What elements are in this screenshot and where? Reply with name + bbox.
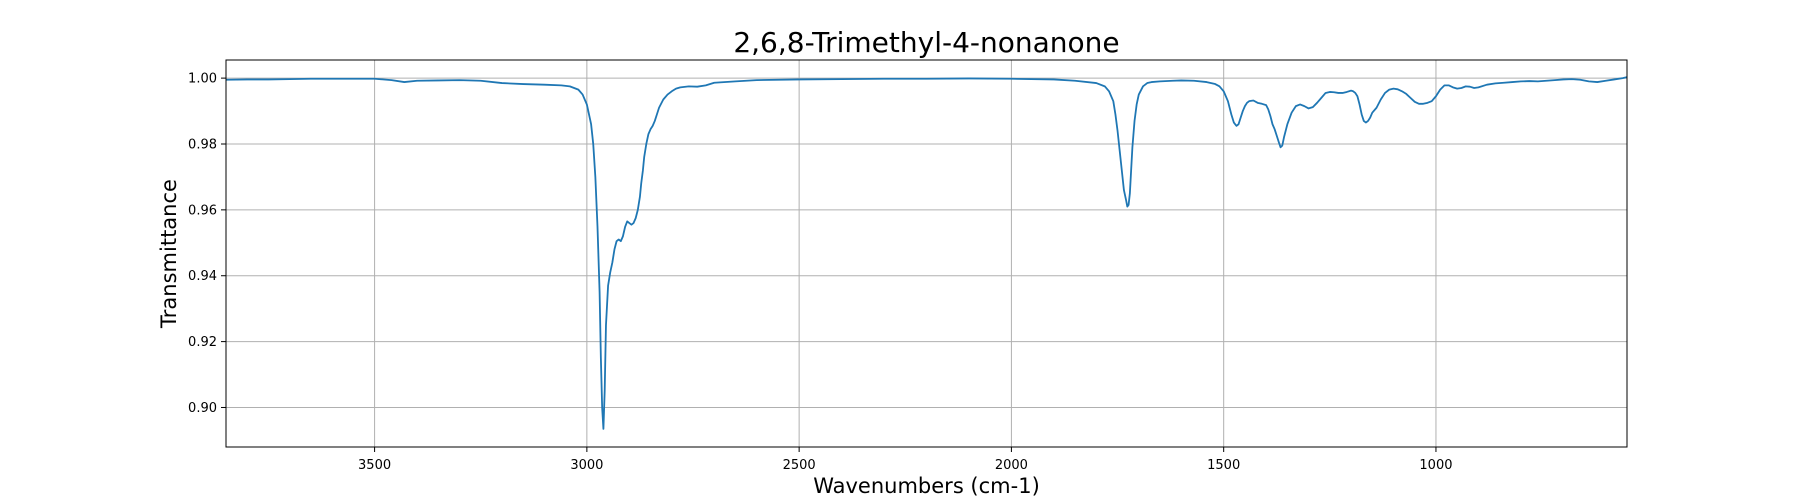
x-tick-label: 3000: [570, 458, 603, 473]
x-tick-label: 3500: [358, 458, 391, 473]
x-tick-label: 1000: [1419, 458, 1452, 473]
axis-ticks: 3500 3000 2500 2000 1500 1000 0.90 0.92 0.94 0.96…: [188, 72, 1452, 473]
x-tick-label: 1500: [1207, 458, 1240, 473]
x-axis-label: Wavenumbers (cm-1): [813, 474, 1040, 498]
x-tick-label: 2000: [995, 458, 1028, 473]
y-tick-label: 0.94: [188, 269, 217, 284]
y-tick-label: 1.00: [188, 72, 217, 87]
chart-title: 2,6,8-Trimethyl-4-nonanone: [733, 26, 1119, 59]
y-tick-label: 0.92: [188, 335, 217, 350]
y-axis-label: Transmittance: [157, 179, 181, 329]
y-tick-label: 0.90: [188, 401, 217, 416]
series-line: [225, 76, 1628, 430]
series-layer: [225, 76, 1628, 430]
grid: [226, 60, 1627, 447]
x-tick-label: 2500: [783, 458, 816, 473]
plot-frame: [225, 59, 1628, 448]
y-tick-label: 0.96: [188, 203, 217, 218]
y-tick-label: 0.98: [188, 137, 217, 152]
